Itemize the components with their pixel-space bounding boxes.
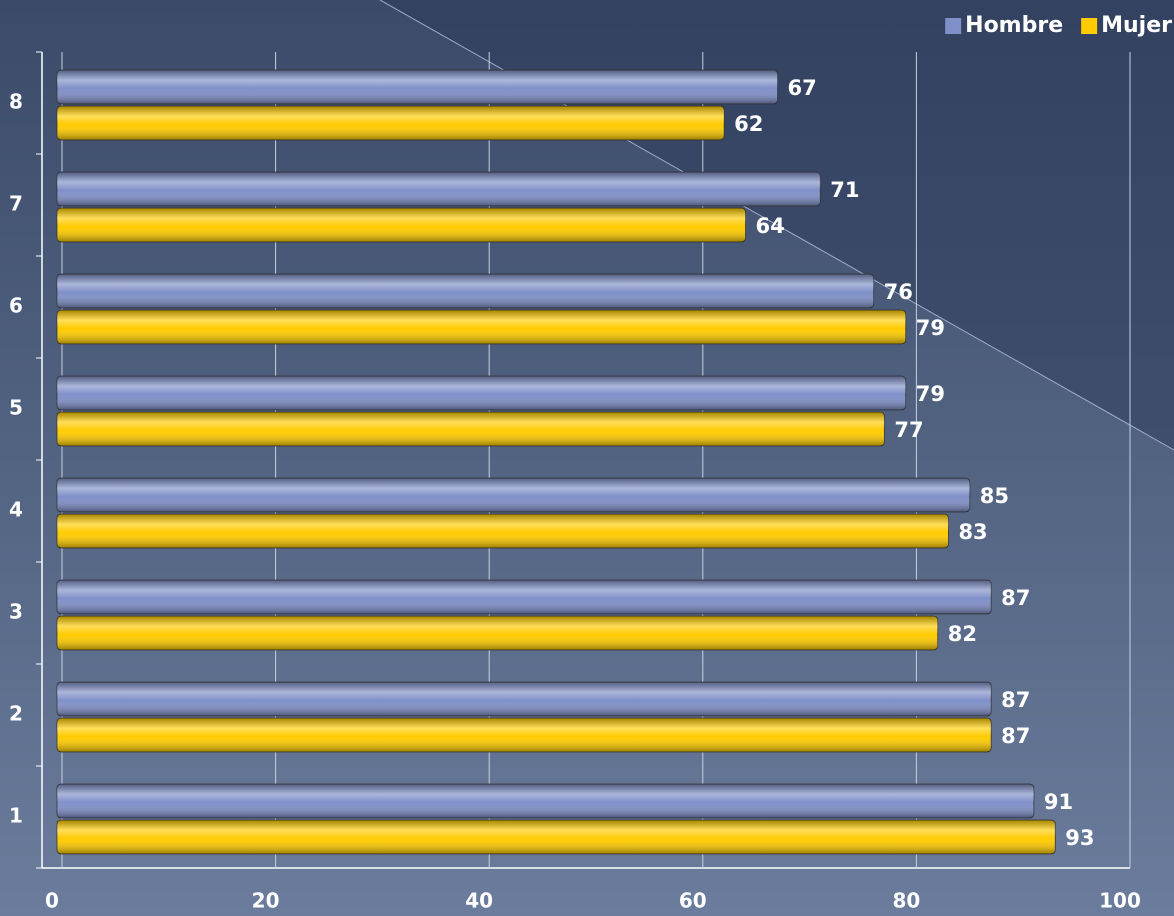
value-label: 83 <box>958 520 987 544</box>
bar-shine <box>57 412 885 446</box>
bar-shine <box>57 310 906 344</box>
value-label: 64 <box>756 214 785 238</box>
value-label: 91 <box>1044 790 1073 814</box>
value-label: 76 <box>884 280 913 304</box>
legend-label: Hombre <box>965 13 1063 38</box>
bar-shine <box>57 70 778 104</box>
y-tick-label: 3 <box>9 600 23 624</box>
bar-shine <box>57 784 1034 818</box>
y-tick-label: 2 <box>9 702 23 726</box>
value-label: 87 <box>1001 724 1030 748</box>
value-label: 87 <box>1001 688 1030 712</box>
bar-shine <box>57 718 992 752</box>
y-tick-label: 7 <box>9 192 23 216</box>
bar-shine <box>57 106 725 140</box>
x-tick-label: 0 <box>45 889 59 913</box>
value-label: 67 <box>788 76 817 100</box>
bar-shine <box>57 616 938 650</box>
value-label: 71 <box>830 178 859 202</box>
y-tick-label: 8 <box>9 90 23 114</box>
bar-shine <box>57 478 970 512</box>
bar-shine <box>57 580 992 614</box>
value-label: 93 <box>1065 826 1094 850</box>
y-tick-label: 6 <box>9 294 23 318</box>
x-tick-label: 100 <box>1099 889 1141 913</box>
x-tick-label: 80 <box>892 889 920 913</box>
bar-shine <box>57 820 1056 854</box>
value-label: 82 <box>948 622 977 646</box>
bar-shine <box>57 514 949 548</box>
y-tick-label: 5 <box>9 396 23 420</box>
x-tick-label: 40 <box>465 889 493 913</box>
y-tick-label: 1 <box>9 804 23 828</box>
bar-shine <box>57 208 746 242</box>
bar-shine <box>57 172 821 206</box>
value-label: 85 <box>980 484 1009 508</box>
value-label: 79 <box>916 382 945 406</box>
legend-swatch <box>1081 18 1098 34</box>
legend-label: Mujer <box>1101 13 1172 38</box>
value-label: 77 <box>894 418 923 442</box>
y-tick-label: 4 <box>9 498 23 522</box>
bar-shine <box>57 376 906 410</box>
value-label: 62 <box>734 112 763 136</box>
bar-shine <box>57 682 992 716</box>
bar-shine <box>57 274 874 308</box>
value-label: 79 <box>916 316 945 340</box>
legend-swatch <box>945 18 962 34</box>
x-tick-label: 60 <box>679 889 707 913</box>
x-tick-label: 20 <box>252 889 280 913</box>
value-label: 87 <box>1001 586 1030 610</box>
